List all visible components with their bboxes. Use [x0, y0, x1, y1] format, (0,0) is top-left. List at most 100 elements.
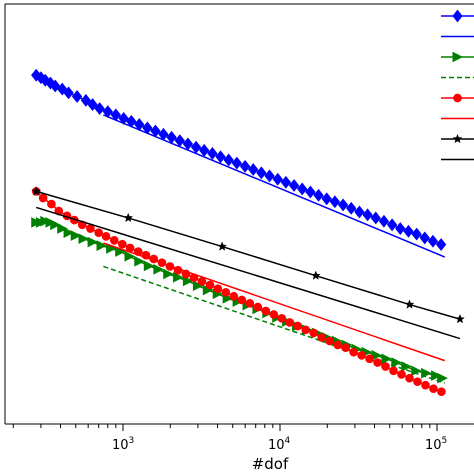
diamond-marker: [207, 147, 218, 160]
triangle-marker: [63, 227, 75, 238]
plot-frame: [4, 3, 474, 425]
diamond-marker: [411, 227, 422, 241]
triangle-marker: [163, 268, 174, 280]
circle-marker: [453, 93, 462, 103]
circle-marker: [373, 358, 382, 367]
diamond-marker: [71, 90, 83, 103]
legend-entry: [441, 93, 474, 103]
triangle-marker: [96, 240, 108, 251]
circle-marker: [229, 291, 239, 301]
diamond-marker: [378, 214, 390, 228]
circle-marker: [389, 366, 398, 376]
triangle-marker: [143, 260, 155, 272]
star-marker: [123, 212, 134, 223]
circle-marker: [86, 224, 95, 233]
circle-marker: [205, 280, 215, 290]
diamond-marker: [386, 218, 398, 232]
circle-marker: [277, 313, 287, 323]
triangle-marker: [70, 230, 82, 241]
triangle-marker: [452, 51, 464, 63]
diamond-marker: [63, 86, 74, 100]
circle-marker: [237, 295, 247, 305]
data-series: [103, 242, 445, 362]
diamond-marker: [239, 159, 251, 173]
data-series: [31, 68, 447, 251]
diamond-marker: [435, 238, 447, 251]
circle-marker: [285, 318, 295, 327]
series-line: [103, 242, 445, 362]
diamond-marker: [362, 208, 373, 222]
data-series: [103, 114, 446, 258]
diamond-marker: [199, 143, 210, 157]
triangle-marker: [78, 233, 90, 245]
diamond-marker: [280, 175, 292, 189]
circle-marker: [357, 351, 366, 360]
circle-marker: [117, 239, 127, 249]
triangle-marker: [153, 264, 164, 275]
x-tick-label: 105: [425, 436, 447, 453]
circle-marker: [109, 236, 119, 245]
star-marker: [404, 299, 415, 309]
diamond-marker: [321, 192, 332, 206]
triangle-marker: [40, 215, 51, 227]
diamond-marker: [329, 195, 341, 209]
diamond-marker: [264, 169, 275, 183]
diamond-marker: [419, 231, 430, 245]
diamond-marker: [288, 179, 300, 192]
diamond-marker: [370, 211, 381, 225]
circle-marker: [429, 384, 438, 393]
x-tick-label: 103: [112, 436, 134, 453]
series-line: [103, 114, 446, 258]
series-line: [103, 265, 445, 384]
triangle-marker: [87, 236, 99, 248]
diamond-marker: [337, 198, 349, 212]
circle-marker: [365, 354, 374, 364]
x-tick-label: 104: [268, 436, 291, 453]
legend: [441, 9, 474, 161]
star-marker: [31, 186, 42, 196]
legend-entry: [441, 9, 474, 23]
triangle-marker: [50, 219, 61, 231]
circle-marker: [341, 343, 350, 352]
data-series: [31, 187, 446, 397]
diamond-marker: [395, 222, 406, 235]
circle-marker: [397, 370, 406, 379]
circle-marker: [317, 333, 327, 342]
circle-marker: [349, 347, 358, 357]
diamond-marker: [174, 134, 185, 148]
circle-marker: [269, 310, 279, 319]
diamond-marker: [80, 93, 91, 107]
diamond-marker: [87, 98, 98, 111]
diamond-marker: [94, 102, 105, 115]
circle-marker: [413, 377, 422, 387]
diamond-marker: [346, 201, 357, 215]
diamond-marker: [452, 9, 463, 23]
circle-marker: [94, 228, 104, 237]
diamond-marker: [403, 224, 414, 238]
triangle-marker: [381, 353, 393, 365]
data-series: [31, 186, 465, 324]
triangle-marker: [391, 357, 402, 368]
triangle-marker: [182, 275, 194, 287]
circle-marker: [101, 232, 111, 241]
circle-marker: [381, 362, 390, 371]
triangle-marker: [172, 272, 184, 283]
series-layer: [31, 68, 465, 397]
triangle-marker: [57, 223, 68, 234]
circle-marker: [245, 299, 255, 308]
triangle-marker: [431, 370, 442, 381]
circle-marker: [47, 199, 56, 209]
circle-marker: [309, 328, 319, 338]
x-axis-title: #dof: [252, 455, 289, 473]
diamond-marker: [215, 150, 226, 164]
star-marker: [217, 241, 228, 251]
circle-marker: [325, 336, 334, 346]
legend-entry: [441, 133, 474, 144]
diamond-marker: [256, 166, 267, 180]
star-marker: [452, 133, 463, 144]
circle-marker: [437, 387, 446, 397]
star-marker: [454, 313, 465, 324]
diamond-marker: [272, 172, 283, 186]
data-series: [103, 265, 445, 384]
